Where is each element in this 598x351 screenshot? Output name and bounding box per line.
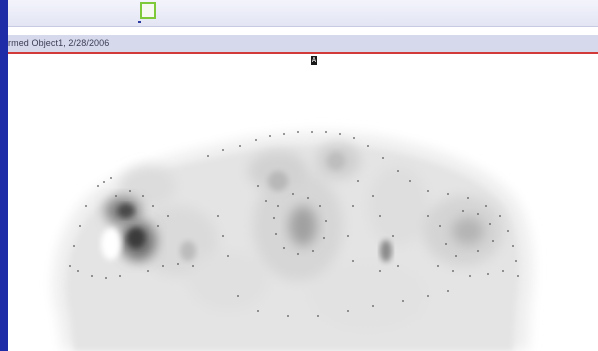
contour-speckles xyxy=(69,131,519,317)
toolbar xyxy=(8,0,598,27)
uptake-hotspots xyxy=(101,152,484,262)
image-info-text: rmed Object1, 2/28/2006 xyxy=(8,38,110,48)
image-info-bar: rmed Object1, 2/28/2006 xyxy=(8,35,598,54)
scan-image-viewport[interactable] xyxy=(8,66,598,351)
toolbar-selection-box[interactable] xyxy=(140,2,156,19)
slide-border xyxy=(0,0,8,351)
orientation-marker: A xyxy=(311,56,317,65)
scan-image xyxy=(53,131,533,351)
toolbar-indicator-dot xyxy=(138,21,141,23)
viewer-window: rmed Object1, 2/28/2006 A xyxy=(8,0,598,351)
